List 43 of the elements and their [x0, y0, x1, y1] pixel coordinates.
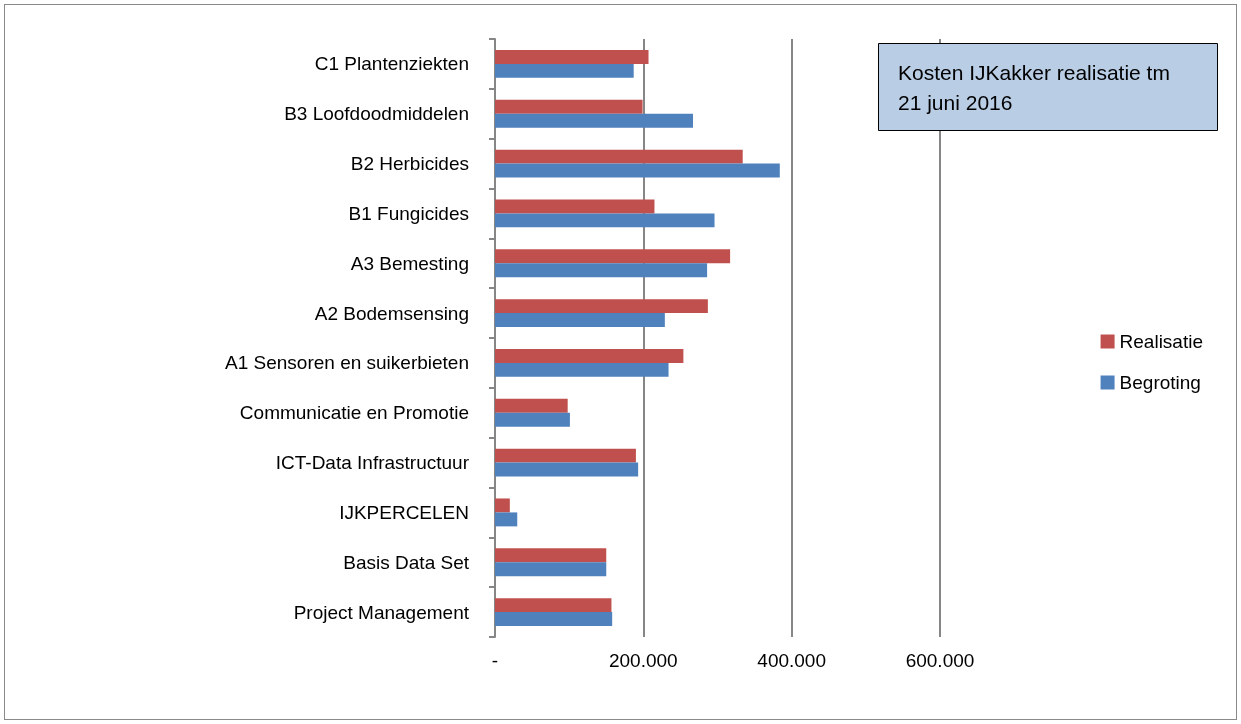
legend-label: Begroting [1119, 372, 1201, 393]
y-tick-label: A3 Bemesting [350, 252, 469, 274]
y-tick-label: C1 Plantenziekten [314, 53, 469, 75]
x-tick-label: - [491, 650, 499, 671]
bar [495, 149, 743, 164]
bar [495, 412, 570, 427]
bar [495, 398, 568, 413]
legend-label: Realisatie [1119, 331, 1204, 352]
bar [495, 362, 669, 377]
y-tick-label: B2 Herbicides [350, 153, 469, 175]
y-tick-label: Communicatie en Promotie [239, 402, 469, 424]
y-tick-label: Basis Data Set [343, 551, 470, 573]
bar [495, 598, 612, 613]
bar [495, 498, 510, 513]
bar [495, 113, 694, 128]
bar [495, 548, 607, 563]
text: Kosten IJKakker realisatie tm 21 juni 2016 [898, 60, 1176, 114]
bar [495, 313, 665, 328]
y-tick-label: B1 Fungicides [348, 202, 469, 224]
bar [495, 99, 643, 114]
bar [495, 612, 613, 627]
x-tick-label: 400.000 [757, 650, 827, 671]
bar [495, 562, 607, 577]
x-tick-label: 200.000 [608, 650, 678, 671]
y-tick-label: ICT-Data Infrastructuur [275, 452, 470, 474]
bar [495, 199, 655, 214]
y-tick-label: A2 Bodemsensing [314, 302, 469, 324]
bar [495, 49, 649, 64]
y-tick-label: A1 Sensoren en suikerbieten [225, 352, 469, 374]
y-tick-label: IJKPERCELEN [339, 501, 469, 523]
bar [495, 512, 518, 527]
y-tick-label: Project Management [293, 601, 470, 623]
y-tick-label: B3 Loofdoodmiddelen [284, 103, 469, 125]
bar [495, 348, 684, 363]
x-tick-label: 600.000 [905, 650, 975, 671]
bar [495, 163, 780, 178]
bar [495, 448, 636, 463]
bar [495, 462, 639, 477]
bar [495, 299, 708, 314]
bar [495, 213, 715, 228]
bar [495, 249, 731, 264]
bar [495, 263, 708, 278]
bar [495, 63, 634, 78]
